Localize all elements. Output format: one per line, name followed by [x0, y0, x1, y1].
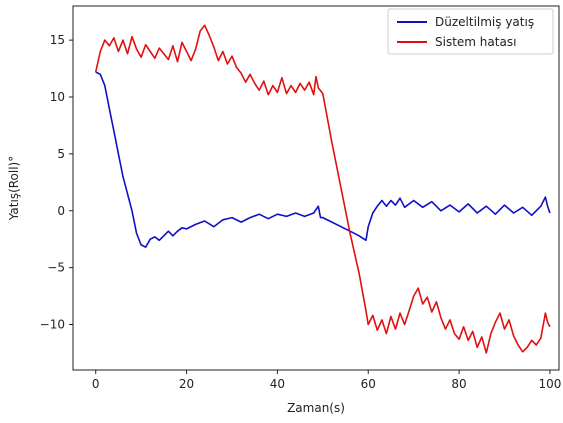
y-tick-label: −5 — [47, 261, 65, 275]
y-axis-label: Yatış(Roll)° — [7, 156, 21, 222]
x-axis-label: Zaman(s) — [287, 401, 345, 415]
y-tick-label: −10 — [40, 318, 65, 332]
series-line-duzeltilmis-yatis — [95, 71, 551, 248]
y-tick-label: 0 — [57, 204, 65, 218]
y-tick-label: 5 — [57, 147, 65, 161]
legend-label-duzeltilmis-yatis: Düzeltilmiş yatış — [435, 15, 534, 29]
series-line-sistem-hatasi — [94, 24, 551, 354]
x-tick-label: 40 — [270, 377, 285, 391]
x-axis: 0 20 40 60 80 100 — [92, 370, 561, 391]
legend-label-sistem-hatasi: Sistem hatası — [435, 35, 516, 49]
x-tick-label: 60 — [361, 377, 376, 391]
x-tick-label: 20 — [179, 377, 194, 391]
series-layer — [94, 24, 551, 354]
x-tick-label: 0 — [92, 377, 100, 391]
y-tick-label: 15 — [50, 33, 65, 47]
x-tick-label: 80 — [451, 377, 466, 391]
legend-box — [387, 8, 554, 55]
legend: Düzeltilmiş yatış Sistem hatası — [387, 8, 554, 55]
y-axis: −10 −5 0 5 10 15 — [40, 33, 73, 332]
plot-area — [72, 5, 560, 371]
x-tick-label: 100 — [538, 377, 561, 391]
y-tick-label: 10 — [50, 90, 65, 104]
